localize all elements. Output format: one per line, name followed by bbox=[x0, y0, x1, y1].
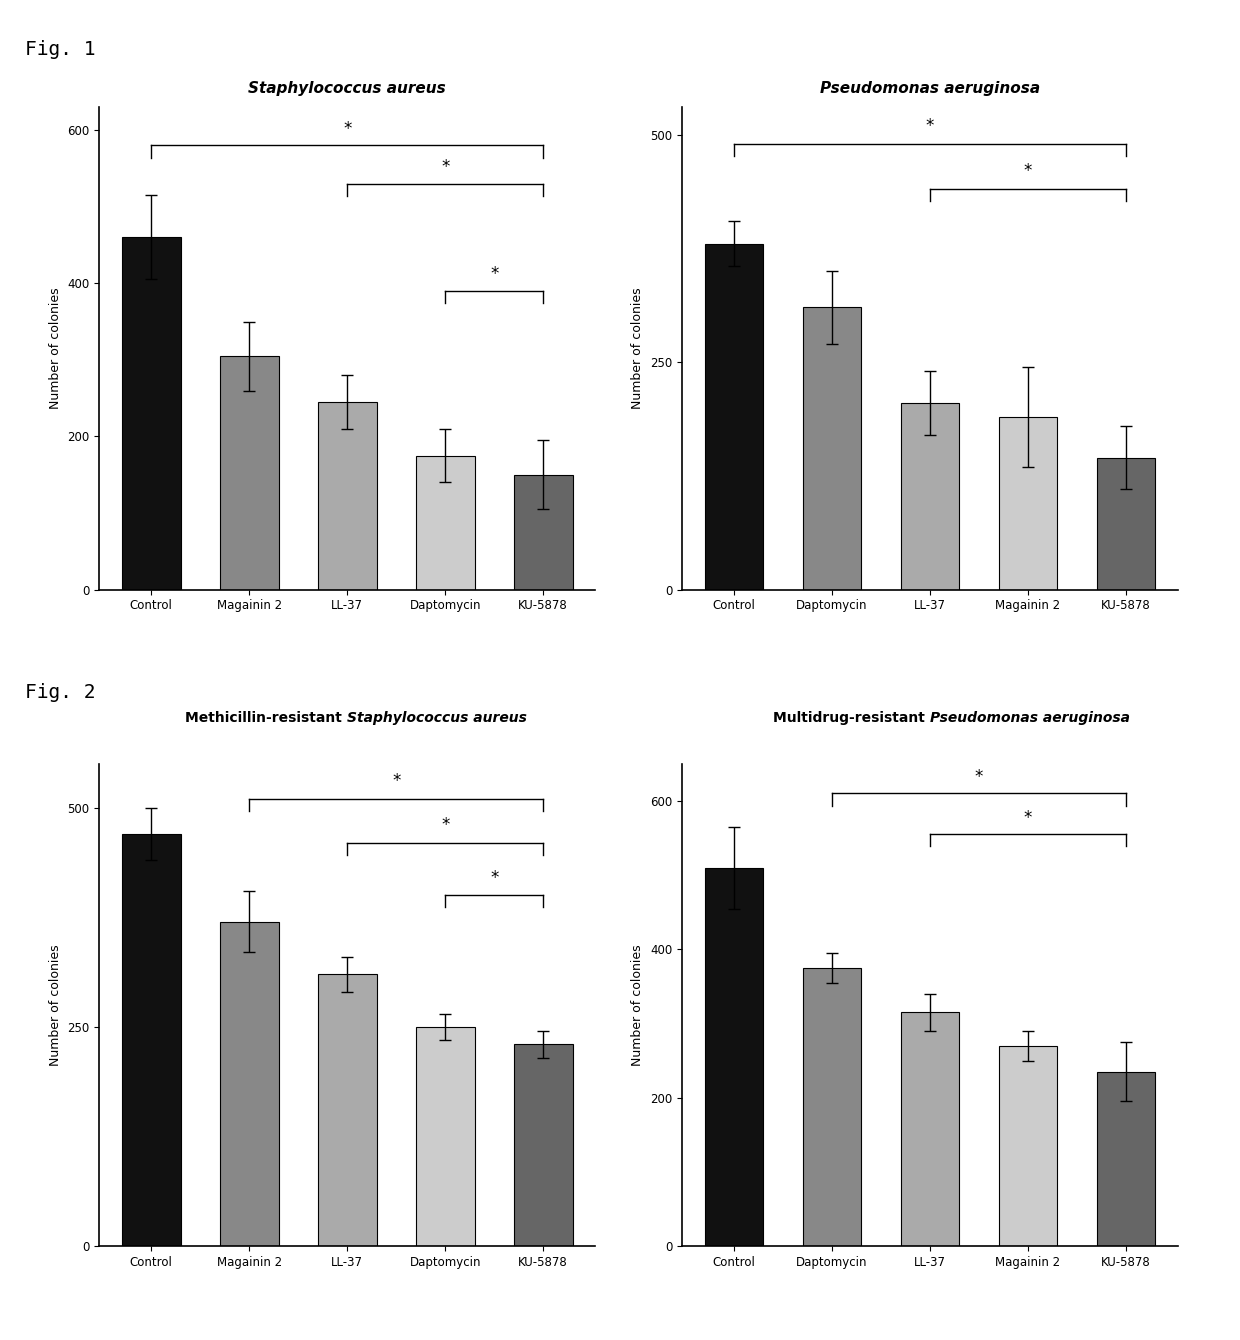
Y-axis label: Number of colonies: Number of colonies bbox=[631, 288, 645, 409]
Text: Staphylococcus aureus: Staphylococcus aureus bbox=[347, 712, 527, 725]
Bar bbox=[513, 474, 573, 590]
Text: Methicillin-resistant: Methicillin-resistant bbox=[186, 712, 347, 725]
Text: *: * bbox=[490, 265, 498, 283]
Bar bbox=[1096, 458, 1156, 590]
Text: Fig. 1: Fig. 1 bbox=[25, 40, 95, 59]
Y-axis label: Number of colonies: Number of colonies bbox=[48, 945, 62, 1065]
Bar bbox=[900, 403, 960, 590]
Bar bbox=[219, 922, 279, 1246]
Bar bbox=[122, 237, 181, 590]
Title: Pseudomonas aeruginosa: Pseudomonas aeruginosa bbox=[820, 82, 1040, 96]
Text: *: * bbox=[1024, 809, 1032, 827]
Text: *: * bbox=[926, 117, 934, 134]
Bar bbox=[998, 417, 1058, 590]
Bar bbox=[1096, 1072, 1156, 1246]
Bar bbox=[122, 833, 181, 1246]
Title: Staphylococcus aureus: Staphylococcus aureus bbox=[248, 82, 446, 96]
Text: *: * bbox=[1024, 162, 1032, 180]
Bar bbox=[317, 974, 377, 1246]
Text: *: * bbox=[441, 158, 449, 176]
Bar bbox=[219, 356, 279, 590]
Bar bbox=[317, 402, 377, 590]
Bar bbox=[704, 244, 764, 590]
Text: *: * bbox=[392, 772, 401, 791]
Text: *: * bbox=[441, 816, 449, 833]
Bar bbox=[415, 456, 475, 590]
Text: *: * bbox=[490, 868, 498, 887]
Bar bbox=[802, 967, 862, 1246]
Bar bbox=[704, 868, 764, 1246]
Text: Multidrug-resistant: Multidrug-resistant bbox=[774, 712, 930, 725]
Text: Fig. 2: Fig. 2 bbox=[25, 683, 95, 702]
Text: *: * bbox=[343, 119, 351, 138]
Text: Pseudomonas aeruginosa: Pseudomonas aeruginosa bbox=[930, 712, 1130, 725]
Bar bbox=[415, 1026, 475, 1246]
Bar bbox=[802, 307, 862, 590]
Bar bbox=[900, 1013, 960, 1246]
Bar bbox=[513, 1044, 573, 1246]
Y-axis label: Number of colonies: Number of colonies bbox=[631, 945, 645, 1065]
Bar bbox=[998, 1045, 1058, 1246]
Text: *: * bbox=[975, 768, 983, 787]
Y-axis label: Number of colonies: Number of colonies bbox=[48, 288, 62, 409]
